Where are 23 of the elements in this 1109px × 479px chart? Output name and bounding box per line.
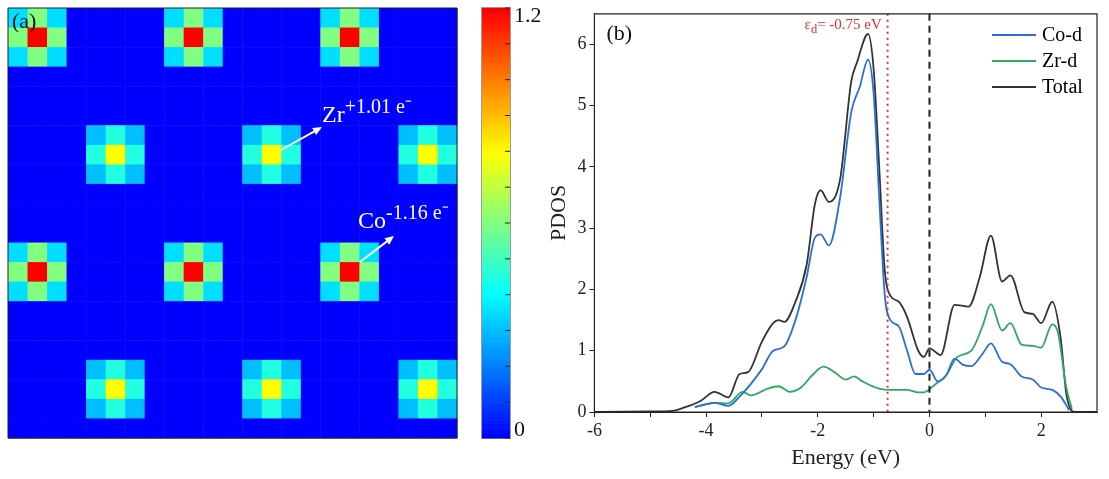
- annotation: Co$^{-1.16 e⁻}$: [358, 200, 449, 234]
- annotation: Zr$^{+1.01 e⁻}$: [322, 94, 412, 128]
- y-tick-label: 4: [577, 155, 587, 176]
- y-tick-label: 6: [577, 33, 587, 54]
- x-tick-label: 2: [1036, 419, 1046, 440]
- x-axis-title: Energy (eV): [791, 443, 901, 469]
- legend-label: Co-d: [1042, 23, 1082, 47]
- legend-label: Zr-d: [1042, 49, 1078, 73]
- annotation: (b): [606, 19, 633, 46]
- x-tick-label: -4: [698, 419, 714, 440]
- y-tick-label: 3: [577, 216, 587, 237]
- y-tick-label: 5: [577, 94, 587, 115]
- x-tick-label: -6: [586, 419, 602, 440]
- y-tick-label: 0: [577, 400, 587, 421]
- annotation: (a): [12, 8, 37, 34]
- x-tick-label: 0: [924, 419, 934, 440]
- ref-line-label: ε$_{d}$= -0.75 eV: [804, 15, 882, 37]
- y-axis-title: PDOS: [544, 184, 570, 242]
- y-tick-label: 1: [577, 339, 587, 360]
- x-tick-label: -2: [810, 419, 826, 440]
- color-bar-label: 1.2: [514, 1, 542, 27]
- legend-label: Total: [1042, 75, 1083, 99]
- y-tick-label: 2: [577, 278, 587, 299]
